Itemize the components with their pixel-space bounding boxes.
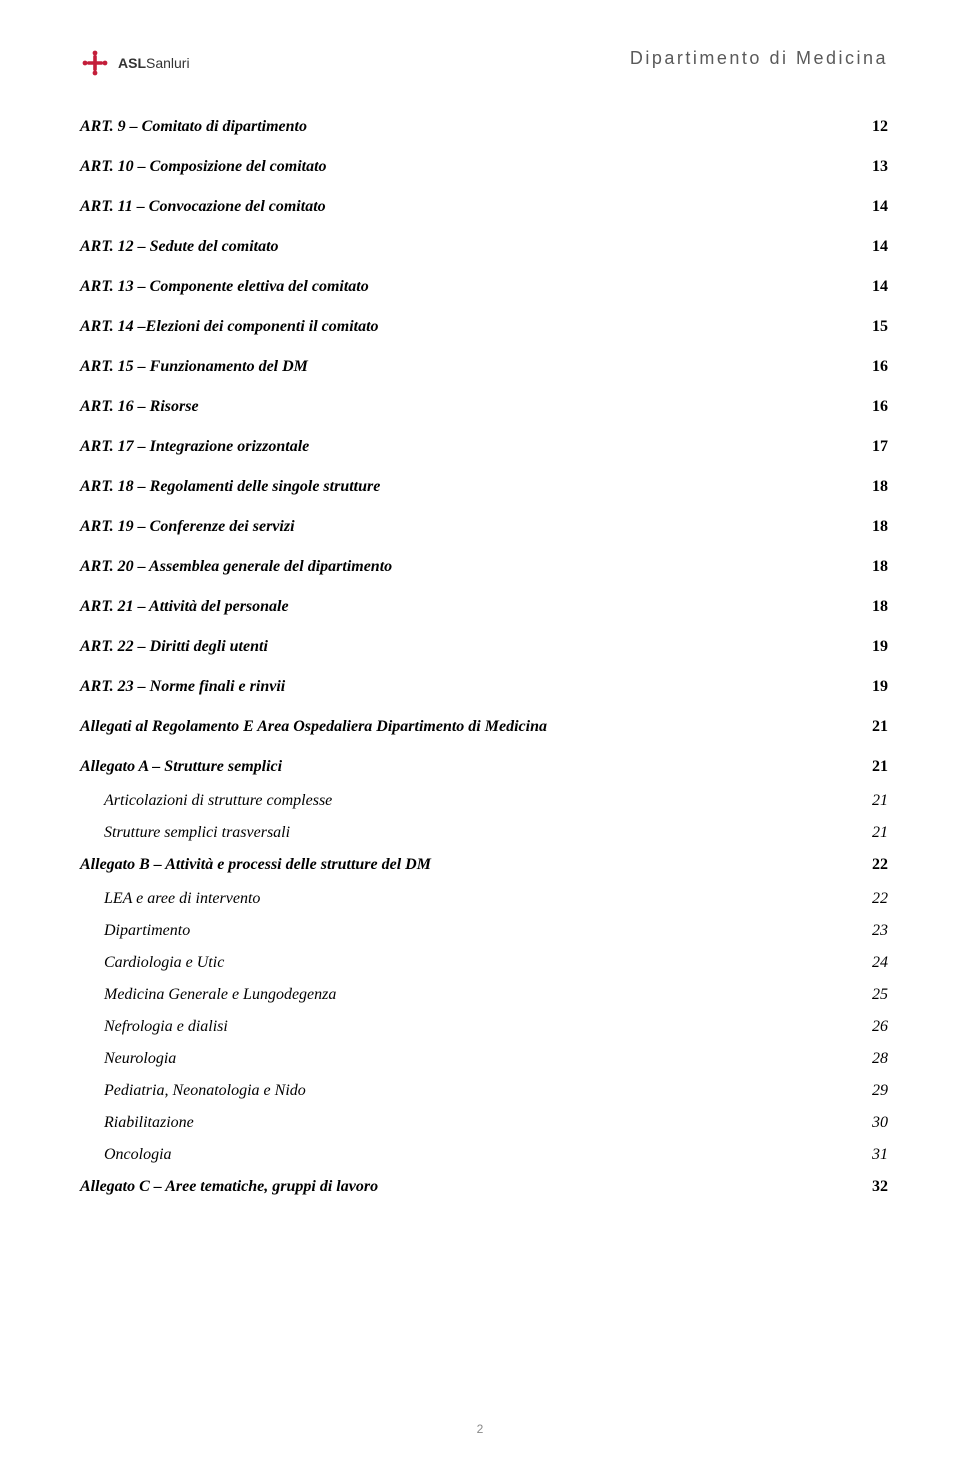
table-of-contents: ART. 9 – Comitato di dipartimento12ART. …	[80, 118, 888, 1196]
toc-page: 18	[872, 598, 888, 616]
toc-title: Allegato C – Aree tematiche, gruppi di l…	[80, 1178, 378, 1196]
toc-page: 22	[872, 890, 888, 908]
toc-page: 22	[872, 856, 888, 874]
toc-page: 28	[872, 1050, 888, 1068]
toc-page: 26	[872, 1018, 888, 1036]
toc-row: Neurologia 28	[80, 1050, 888, 1068]
toc-row: Medicina Generale e Lungodegenza 25	[80, 986, 888, 1004]
toc-title: Neurologia	[80, 1050, 176, 1068]
toc-row: ART. 22 – Diritti degli utenti 19	[80, 638, 888, 656]
toc-title: ART. 19 – Conferenze dei servizi	[80, 518, 295, 536]
toc-row: Pediatria, Neonatologia e Nido 29	[80, 1082, 888, 1100]
toc-page: 19	[872, 638, 888, 656]
toc-row: ART. 15 – Funzionamento del DM 16	[80, 358, 888, 376]
toc-row: Dipartimento 23	[80, 922, 888, 940]
department-title: Dipartimento di Medicina	[630, 48, 888, 69]
toc-page: 18	[872, 478, 888, 496]
toc-row: ART. 12 – Sedute del comitato 14	[80, 238, 888, 256]
toc-title: ART. 17 – Integrazione orizzontale	[80, 438, 309, 456]
toc-title: Medicina Generale e Lungodegenza	[80, 986, 336, 1004]
toc-page: 14	[872, 278, 888, 296]
toc-page: 14	[872, 238, 888, 256]
brand-text: ASLSanluri	[118, 55, 190, 71]
toc-page: 17	[872, 438, 888, 456]
toc-page: 29	[872, 1082, 888, 1100]
brand-bold: ASL	[118, 55, 146, 71]
toc-row: ART. 17 – Integrazione orizzontale 17	[80, 438, 888, 456]
toc-title: Cardiologia e Utic	[80, 954, 224, 972]
toc-row: Nefrologia e dialisi 26	[80, 1018, 888, 1036]
toc-title: ART. 20 – Assemblea generale del diparti…	[80, 558, 392, 576]
toc-row: Riabilitazione 30	[80, 1114, 888, 1132]
brand-block: ASLSanluri	[80, 48, 190, 78]
toc-row: ART. 20 – Assemblea generale del diparti…	[80, 558, 888, 576]
toc-row: ART. 13 – Componente elettiva del comita…	[80, 278, 888, 296]
toc-title: Pediatria, Neonatologia e Nido	[80, 1082, 306, 1100]
toc-title: ART. 22 – Diritti degli utenti	[80, 638, 268, 656]
toc-title: ART. 11 – Convocazione del comitato	[80, 198, 326, 216]
toc-row: Cardiologia e Utic 24	[80, 954, 888, 972]
toc-row: Articolazioni di strutture complesse 21	[80, 792, 888, 810]
toc-title: ART. 18 – Regolamenti delle singole stru…	[80, 478, 380, 496]
toc-page: 16	[872, 358, 888, 376]
toc-title: Allegato A – Strutture semplici	[80, 758, 282, 776]
toc-page: 12	[872, 118, 888, 136]
toc-page: 18	[872, 558, 888, 576]
toc-page: 18	[872, 518, 888, 536]
toc-row: ART. 18 – Regolamenti delle singole stru…	[80, 478, 888, 496]
toc-title: Allegato B – Attività e processi delle s…	[80, 856, 431, 874]
toc-row: ART. 14 –Elezioni dei componenti il comi…	[80, 318, 888, 336]
toc-page: 21	[872, 792, 888, 810]
toc-title: ART. 16 – Risorse	[80, 398, 199, 416]
toc-title: LEA e aree di intervento	[80, 890, 260, 908]
toc-page: 21	[872, 824, 888, 842]
toc-page: 31	[872, 1146, 888, 1164]
toc-title: ART. 14 –Elezioni dei componenti il comi…	[80, 318, 379, 336]
toc-title: Oncologia	[80, 1146, 172, 1164]
toc-title: ART. 21 – Attività del personale	[80, 598, 289, 616]
toc-title: Articolazioni di strutture complesse	[80, 792, 332, 810]
toc-page: 24	[872, 954, 888, 972]
toc-title: ART. 23 – Norme finali e rinvii	[80, 678, 285, 696]
toc-page: 21	[872, 718, 888, 736]
toc-row: Allegati al Regolamento E Area Ospedalie…	[80, 718, 888, 736]
toc-title: Nefrologia e dialisi	[80, 1018, 228, 1036]
toc-page: 16	[872, 398, 888, 416]
toc-row: LEA e aree di intervento 22	[80, 890, 888, 908]
toc-title: ART. 15 – Funzionamento del DM	[80, 358, 308, 376]
toc-page: 23	[872, 922, 888, 940]
toc-title: ART. 13 – Componente elettiva del comita…	[80, 278, 369, 296]
toc-title: Strutture semplici trasversali	[80, 824, 290, 842]
toc-title: ART. 9 – Comitato di dipartimento	[80, 118, 307, 136]
toc-row: Oncologia 31	[80, 1146, 888, 1164]
toc-page: 25	[872, 986, 888, 1004]
toc-page: 19	[872, 678, 888, 696]
toc-title: ART. 10 – Composizione del comitato	[80, 158, 327, 176]
toc-row: ART. 11 – Convocazione del comitato 14	[80, 198, 888, 216]
page-number: 2	[477, 1422, 484, 1436]
brand-light: Sanluri	[146, 55, 190, 71]
toc-title: Dipartimento	[80, 922, 190, 940]
toc-page: 30	[872, 1114, 888, 1132]
toc-page: 32	[872, 1178, 888, 1196]
toc-row: Allegato C – Aree tematiche, gruppi di l…	[80, 1178, 888, 1196]
toc-page: 15	[872, 318, 888, 336]
toc-row: ART. 23 – Norme finali e rinvii 19	[80, 678, 888, 696]
toc-title: Allegati al Regolamento E Area Ospedalie…	[80, 718, 547, 736]
toc-row: Strutture semplici trasversali 21	[80, 824, 888, 842]
toc-row: ART. 19 – Conferenze dei servizi 18	[80, 518, 888, 536]
logo-icon	[80, 48, 110, 78]
toc-row: ART. 21 – Attività del personale 18	[80, 598, 888, 616]
toc-title: Riabilitazione	[80, 1114, 194, 1132]
toc-row: ART. 10 – Composizione del comitato 13	[80, 158, 888, 176]
toc-row: Allegato B – Attività e processi delle s…	[80, 856, 888, 874]
toc-page: 13	[872, 158, 888, 176]
toc-row: ART. 16 – Risorse 16	[80, 398, 888, 416]
page-header: ASLSanluri Dipartimento di Medicina	[80, 48, 888, 78]
toc-title: ART. 12 – Sedute del comitato	[80, 238, 279, 256]
toc-row: ART. 9 – Comitato di dipartimento 12	[80, 118, 888, 136]
toc-page: 14	[872, 198, 888, 216]
toc-row: Allegato A – Strutture semplici 21	[80, 758, 888, 776]
toc-page: 21	[872, 758, 888, 776]
